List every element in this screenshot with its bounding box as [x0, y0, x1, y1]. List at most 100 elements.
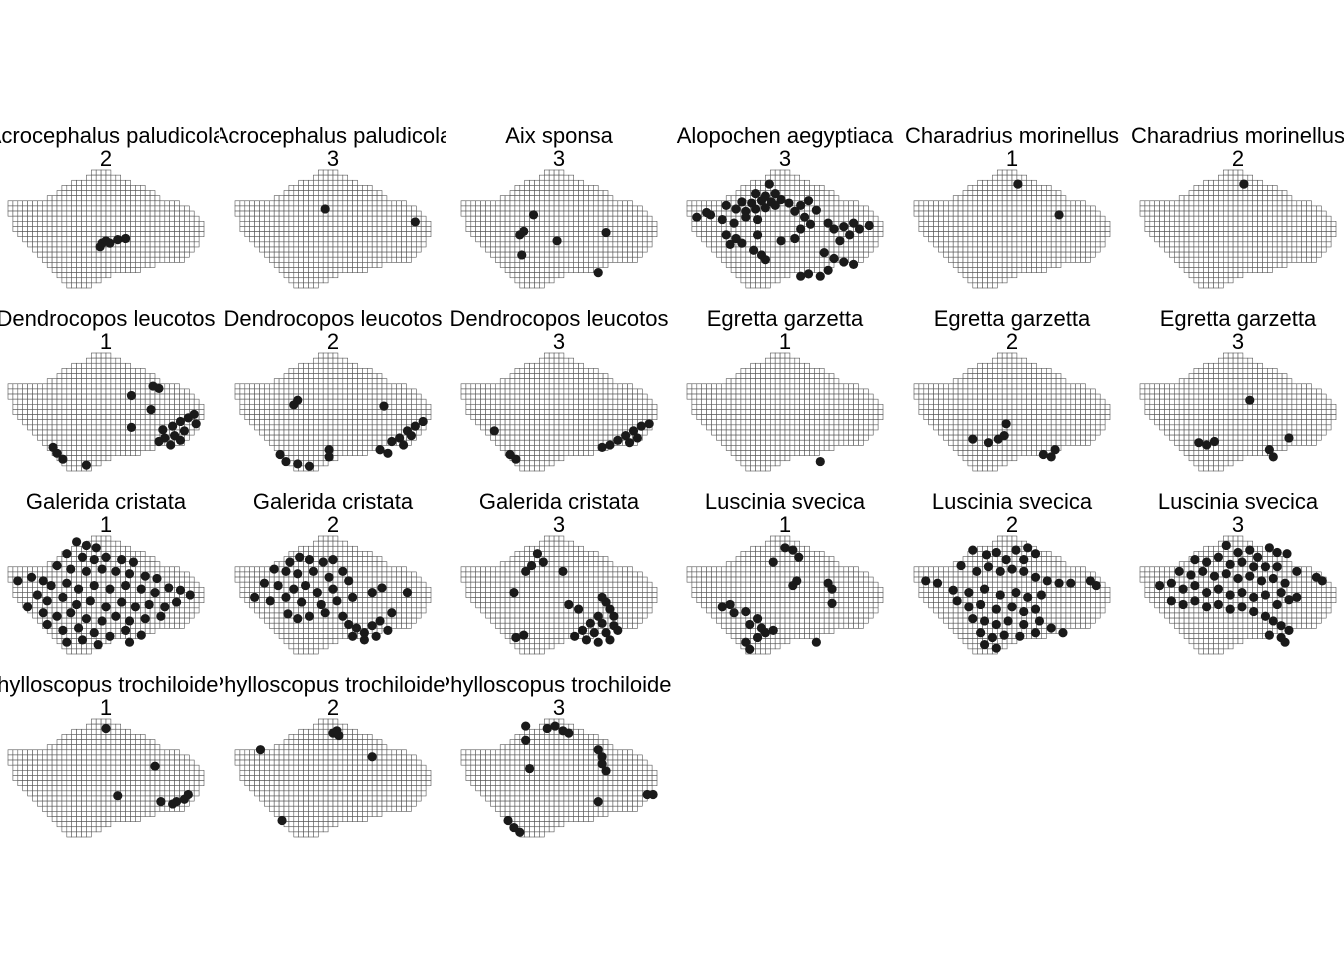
grid-cell	[622, 236, 628, 243]
grid-cell	[391, 221, 397, 227]
grid-cell	[159, 236, 166, 243]
grid-cell	[480, 200, 486, 207]
grid-cell	[332, 429, 339, 436]
grid-cell	[71, 460, 77, 467]
grid-cell	[1050, 226, 1057, 232]
grid-cell	[799, 256, 805, 263]
grid-cell	[563, 383, 570, 390]
grid-cell	[303, 282, 309, 289]
grid-cell	[799, 246, 805, 253]
grid-cell	[938, 236, 944, 243]
grid-cell	[1198, 277, 1205, 284]
grid-cell	[1055, 190, 1062, 196]
grid-cell	[1237, 226, 1244, 232]
grid-cell	[332, 262, 339, 268]
grid-cell	[298, 388, 304, 395]
grid-cell	[278, 409, 285, 415]
grid-cell	[519, 373, 525, 379]
grid-cell	[553, 383, 560, 390]
grid-cell	[977, 256, 983, 263]
grid-cell	[691, 205, 698, 212]
grid-cell	[386, 256, 393, 263]
grid-cell	[381, 231, 388, 238]
grid-cell	[519, 200, 525, 207]
grid-cell	[164, 398, 171, 405]
grid-cell	[105, 272, 112, 279]
grid-cell	[322, 267, 329, 273]
occurrence-dot	[418, 416, 428, 427]
grid-cell	[1144, 221, 1151, 227]
grid-cell	[622, 210, 628, 217]
grid-cell	[539, 190, 545, 196]
grid-cell	[149, 246, 156, 253]
grid-cell	[765, 231, 771, 238]
grid-cell	[597, 256, 604, 263]
occurrence-dot	[1239, 179, 1249, 189]
grid-cell	[1208, 246, 1214, 253]
grid-cell	[144, 236, 151, 243]
grid-cell	[56, 236, 63, 243]
grid-cell	[352, 241, 358, 248]
grid-cell	[499, 210, 506, 217]
grid-cell	[1325, 231, 1332, 238]
grid-cell	[100, 185, 107, 191]
grid-cell	[597, 383, 604, 390]
grid-cell	[774, 174, 781, 181]
occurrence-dot	[383, 448, 393, 458]
grid-cell	[460, 205, 467, 212]
grid-cell	[1286, 256, 1293, 263]
grid-cell	[588, 200, 594, 207]
grid-cell	[322, 251, 329, 258]
grid-cell	[105, 185, 112, 191]
grid-cell	[602, 256, 609, 263]
grid-cell	[962, 226, 969, 232]
grid-cell	[376, 205, 383, 212]
grid-cell	[1223, 236, 1229, 243]
grid-cell	[313, 445, 319, 451]
grid-cell	[617, 210, 623, 217]
grid-cell	[1213, 205, 1219, 212]
grid-cell	[553, 373, 560, 379]
grid-cell	[543, 277, 550, 284]
grid-cell	[352, 378, 358, 385]
grid-cell	[371, 210, 378, 217]
grid-cell	[357, 393, 363, 400]
grid-cell	[273, 434, 280, 441]
grid-cell	[1016, 200, 1023, 207]
grid-cell	[308, 179, 314, 186]
grid-cell	[765, 236, 771, 243]
grid-cell	[27, 414, 33, 421]
grid-cell	[957, 267, 964, 273]
grid-cell	[553, 362, 560, 369]
grid-cell	[303, 272, 309, 279]
grid-cell	[1149, 205, 1156, 212]
grid-cell	[110, 262, 117, 268]
grid-cell	[1223, 195, 1229, 202]
grid-cell	[1247, 267, 1254, 273]
grid-cell	[27, 221, 33, 227]
grid-cell	[259, 215, 265, 222]
grid-cell	[130, 378, 136, 385]
grid-cell	[169, 409, 175, 415]
grid-cell	[337, 251, 344, 258]
grid-cell	[548, 393, 555, 400]
grid-cell	[46, 262, 53, 268]
grid-cell	[818, 241, 825, 248]
grid-cell	[81, 267, 87, 273]
grid-cell	[110, 424, 117, 431]
grid-cell	[22, 383, 28, 390]
grid-cell	[1252, 200, 1258, 207]
grid-cell	[110, 378, 117, 385]
grid-cell	[125, 373, 131, 379]
grid-cell	[972, 185, 978, 191]
survey-grid	[686, 169, 884, 289]
grid-cell	[376, 429, 383, 436]
grid-cell	[568, 368, 574, 374]
grid-cell	[750, 277, 756, 284]
grid-cell	[637, 231, 643, 238]
grid-cell	[612, 251, 619, 258]
grid-cell	[1237, 174, 1244, 181]
grid-cell	[1046, 210, 1052, 217]
grid-cell	[273, 195, 280, 202]
grid-cell	[1188, 200, 1195, 207]
